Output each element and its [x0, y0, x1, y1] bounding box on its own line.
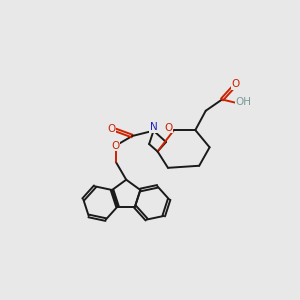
Text: O: O — [112, 140, 120, 151]
Text: O: O — [164, 123, 173, 133]
Text: N: N — [150, 122, 158, 132]
Text: OH: OH — [236, 97, 251, 106]
Text: O: O — [107, 124, 116, 134]
Text: O: O — [232, 79, 240, 89]
